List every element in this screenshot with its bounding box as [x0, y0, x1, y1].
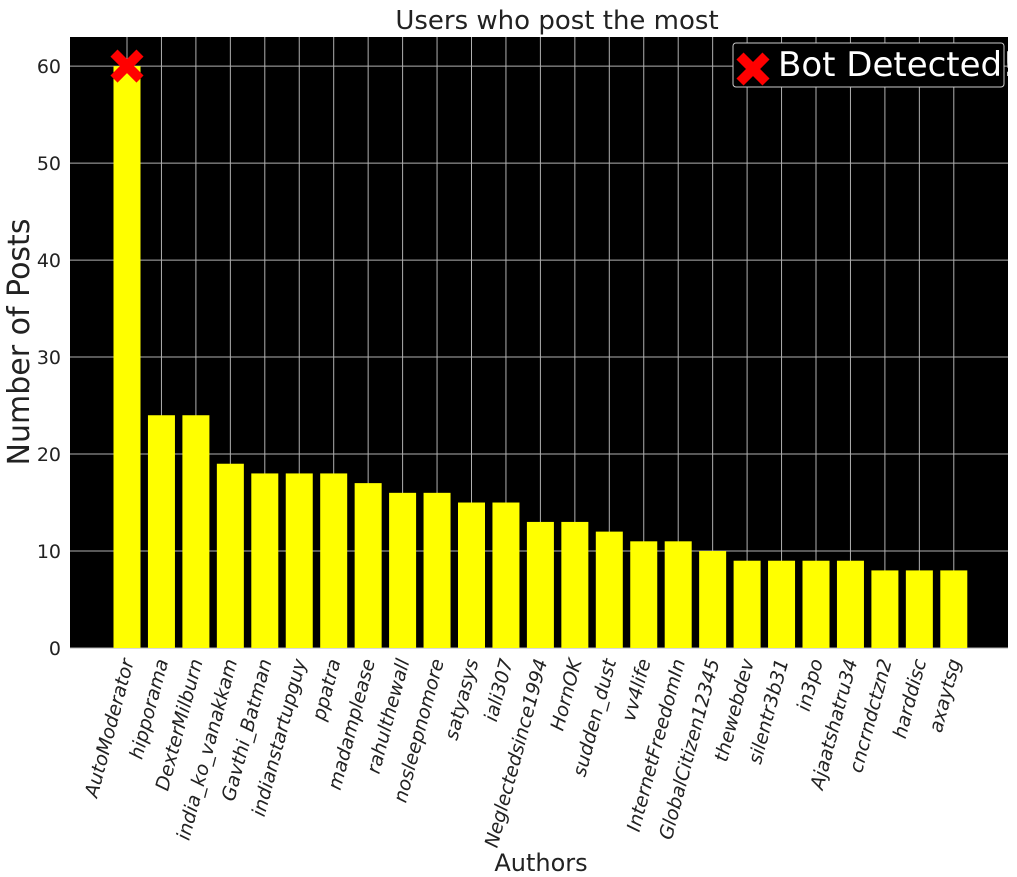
bar-vv4life: [630, 541, 658, 648]
bar-axaytsg: [940, 570, 968, 648]
bars-group: [113, 66, 968, 649]
y-tick-label-6: 60: [37, 56, 61, 78]
x-marker-icon: [110, 49, 144, 83]
bar-sudden_dust: [595, 531, 623, 648]
bar-hipporama: [147, 415, 175, 648]
bar-AutoModerator: [113, 66, 141, 649]
annotation-group: [110, 49, 144, 83]
x-axis-label: Authors: [494, 849, 587, 877]
legend: Bot Detected!: [732, 42, 1016, 88]
y-tick-label-1: 10: [37, 541, 61, 563]
bar-harddisc: [905, 570, 933, 648]
bar-cncrndctzn2: [871, 570, 899, 648]
x-tick-label-11: iali307: [480, 657, 518, 724]
bar-in3po: [802, 560, 830, 648]
y-tick-label-2: 20: [37, 444, 61, 466]
bar-nosleepnomore: [423, 492, 451, 648]
chart-title: Users who post the most: [395, 6, 718, 36]
x-tick-label-13: HornOK: [546, 655, 587, 733]
bar-madamplease: [354, 483, 382, 648]
y-tick-label-0: 0: [49, 638, 61, 660]
y-axis-ticks: 0 10 20 30 40 50 60: [37, 56, 61, 660]
y-tick-label-4: 40: [37, 250, 61, 272]
bar-rahulthewall: [389, 492, 417, 648]
bar-indianstartupguy: [285, 473, 313, 648]
x-tick-label-15: vv4life: [618, 657, 656, 724]
bar-india_ko_vanakkam: [216, 463, 244, 648]
legend-box: [732, 42, 1005, 88]
bar-GlobalCitizen12345: [699, 551, 727, 648]
bar-iali307: [492, 502, 520, 648]
legend-label: Bot Detected!: [778, 45, 1016, 85]
y-axis-label: Number of Posts: [2, 219, 37, 466]
x-tick-label-0: AutoModerator: [80, 655, 139, 801]
x-axis-ticks: AutoModeratorhipporamaDexterMilburnindia…: [80, 655, 965, 850]
bar-DexterMilburn: [182, 415, 210, 648]
y-tick-label-5: 50: [37, 153, 61, 175]
bar-Ajaatshatru34: [836, 560, 864, 648]
bar-Gavthi_Batman: [251, 473, 279, 648]
x-tick-label-10: satyasys: [441, 657, 484, 743]
bar-silentr3b31: [768, 560, 796, 648]
bar-ppatra: [320, 473, 348, 648]
x-tick-label-24: axaytsg: [925, 657, 966, 735]
bar-Neglectedsince1994: [526, 521, 554, 648]
bar-satyasys: [458, 502, 485, 648]
x-tick-label-6: ppatra: [308, 657, 346, 724]
y-tick-label-3: 30: [37, 347, 61, 369]
bar-HornOK: [561, 521, 589, 648]
x-marker-icon: [736, 52, 770, 86]
x-tick-label-20: in3po: [793, 657, 828, 714]
bar-thewebdev: [733, 560, 761, 648]
bar-InternetFreedomIn: [664, 541, 692, 648]
